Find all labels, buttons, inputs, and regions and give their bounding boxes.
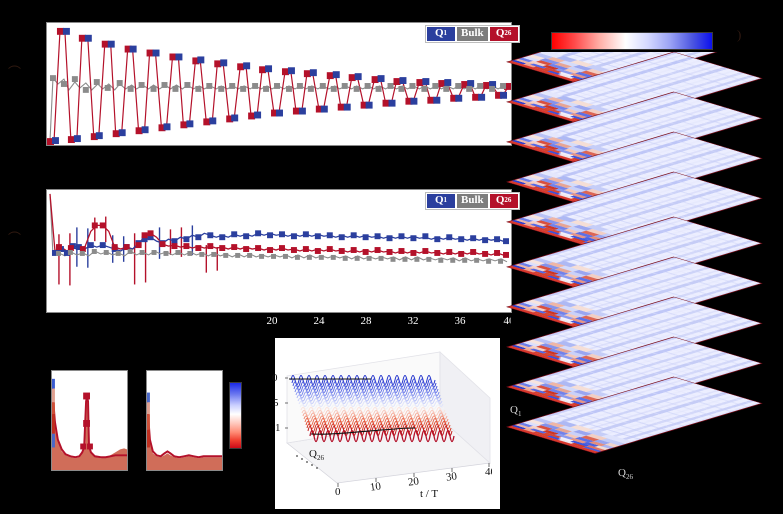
xtick-40: 40 xyxy=(503,315,511,327)
xtick-40: 40 xyxy=(485,466,492,478)
waterfall-traces xyxy=(290,375,455,443)
ytick-5: 5 xyxy=(273,397,279,409)
stacked-heatmap-panel: Q1 Q26 xyxy=(505,11,783,509)
panel-b-xaxis-ticks: 20 24 28 32 36 40 xyxy=(46,315,512,331)
heatmap-sheet xyxy=(506,376,763,454)
legend-item-q26: Q 26 xyxy=(489,194,518,208)
left-margin-glyph-top: ⌒ xyxy=(8,65,22,80)
q26-axis-ticks xyxy=(285,377,288,429)
spectrum-fill xyxy=(52,384,127,470)
spectrum-panel-right xyxy=(146,370,223,471)
markers-q26 xyxy=(55,222,510,258)
markers-q1 xyxy=(51,230,510,256)
xtick-28: 28 xyxy=(360,315,372,327)
sheet-group xyxy=(506,11,763,454)
spectrum-line xyxy=(147,400,222,459)
q26-axis-dots xyxy=(296,455,318,469)
panel-e-plot xyxy=(285,351,491,487)
xtick-30: 30 xyxy=(445,470,458,484)
box-sidewall xyxy=(439,351,491,464)
errorbars-q26 xyxy=(58,216,218,286)
xtick-32: 32 xyxy=(407,315,419,327)
xtick-20: 20 xyxy=(407,475,420,489)
heatmap-colorbar xyxy=(551,32,713,50)
t-axis-ticks xyxy=(337,463,490,487)
markers-q1 xyxy=(51,27,508,145)
left-margin-glyph-bottom: ⌒ xyxy=(8,231,22,246)
spectrum-colorbar xyxy=(229,382,242,449)
legend-item-bulk: Bulk xyxy=(457,27,488,41)
envelope-front xyxy=(310,427,416,435)
markers-q26 xyxy=(47,27,511,145)
waterfall-3d-panel: Q26 t / T 0 10 20 30 40 0 5 1 xyxy=(272,338,500,509)
legend-item-q26: Q 26 xyxy=(489,27,518,41)
paren-glyph: ) xyxy=(737,27,742,42)
xtick-10: 10 xyxy=(369,480,382,494)
panel-d-plot xyxy=(147,392,222,470)
stack-axis-label-q1: Q1 xyxy=(510,404,522,419)
spectrum-fill xyxy=(147,400,222,470)
spectrum-panel-left xyxy=(51,370,128,471)
q26-axis-label: Q26 xyxy=(309,448,324,463)
spectrum-edge-band xyxy=(52,378,55,448)
spectrum-edge-band xyxy=(147,392,150,448)
ytick-0: 0 xyxy=(272,372,278,384)
stack-svg xyxy=(506,11,763,454)
t-axis-label: t / T xyxy=(420,488,439,500)
ytick-1: 1 xyxy=(275,422,281,434)
markers-bulk xyxy=(49,75,507,93)
panel-b-plot xyxy=(49,193,510,286)
xtick-0: 0 xyxy=(335,486,341,498)
panel-a-plot xyxy=(47,27,511,145)
legend-item-bulk: Bulk xyxy=(457,194,488,208)
xtick-20: 20 xyxy=(266,315,278,327)
spectrum-markers xyxy=(80,392,93,450)
panel-c-plot xyxy=(52,378,127,470)
xtick-24: 24 xyxy=(313,315,325,327)
stack-axis-label-q26: Q26 xyxy=(618,467,633,482)
xtick-36: 36 xyxy=(454,315,466,327)
markers-bulk xyxy=(55,249,504,264)
